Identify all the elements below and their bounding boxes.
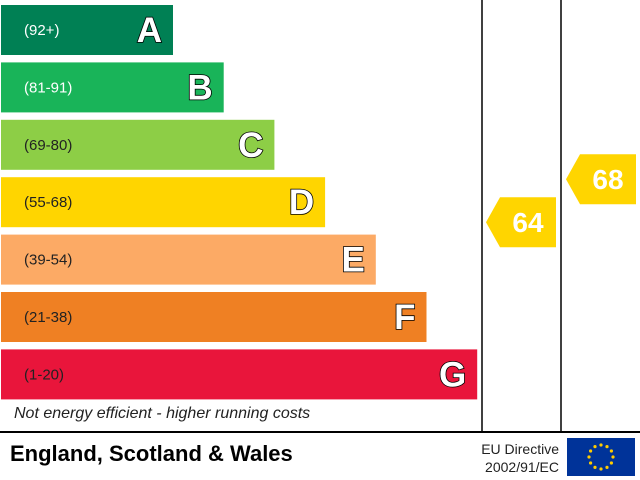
band-bar: [1, 177, 326, 228]
band-letter-label: B: [187, 68, 212, 107]
band-bar: [1, 119, 275, 170]
flag-star: [589, 461, 593, 465]
flag-star: [605, 445, 609, 449]
flag-star: [599, 467, 603, 471]
current-rating: 64: [486, 197, 556, 248]
band-bars: (92+) A (81-91) B (69-80) C (55-68) D (39-54) E (2…: [1, 5, 478, 400]
flag-star: [587, 455, 591, 459]
band-c: (69-80) C: [1, 119, 275, 170]
flag-star: [593, 445, 597, 449]
band-bar: [1, 62, 224, 113]
band-bar: [1, 5, 173, 55]
flag-star: [589, 449, 593, 453]
band-letter-label: G: [439, 355, 466, 394]
rating-arrow: [566, 154, 636, 205]
rating-value: 64: [512, 207, 544, 238]
flag-star: [593, 465, 597, 469]
band-letter-label: E: [341, 241, 364, 280]
flag-star: [609, 449, 613, 453]
band-g: (1-20) G: [1, 349, 478, 400]
band-range-label: (39-54): [24, 252, 72, 269]
rating-arrows: 64 68: [486, 154, 636, 248]
band-b: (81-91) B: [1, 62, 224, 113]
eu-flag-icon: [567, 438, 635, 476]
band-bar: [1, 349, 478, 400]
band-letter-label: D: [289, 183, 314, 222]
band-letter-label: C: [238, 126, 263, 165]
band-e: (39-54) E: [1, 234, 376, 285]
potential-rating: 68: [566, 154, 636, 205]
band-f: (21-38) F: [1, 292, 427, 342]
band-letter-label: A: [137, 11, 162, 50]
band-letter-label: F: [394, 298, 415, 337]
band-range-label: (1-20): [24, 366, 64, 383]
footnote: Not energy efficient - higher running co…: [14, 405, 311, 422]
directive-line-1: EU Directive: [481, 441, 559, 457]
band-range-label: (21-38): [24, 309, 72, 326]
directive-line-2: 2002/91/EC: [485, 459, 559, 475]
band-bar: [1, 292, 427, 342]
rating-arrow: [486, 197, 556, 248]
band-a: (92+) A: [1, 5, 173, 55]
band-d: (55-68) D: [1, 177, 326, 228]
flag-star: [599, 443, 603, 447]
flag-star: [611, 455, 615, 459]
footer-region-label: England, Scotland & Wales: [10, 441, 293, 466]
flag-star: [609, 461, 613, 465]
band-range-label: (69-80): [24, 137, 72, 154]
band-range-label: (81-91): [24, 79, 72, 96]
footer-directive: EU Directive 2002/91/EC: [444, 440, 559, 476]
band-bar: [1, 234, 376, 285]
band-range-label: (92+): [24, 22, 59, 39]
band-range-label: (55-68): [24, 194, 72, 211]
rating-value: 68: [592, 164, 623, 195]
flag-star: [605, 465, 609, 469]
